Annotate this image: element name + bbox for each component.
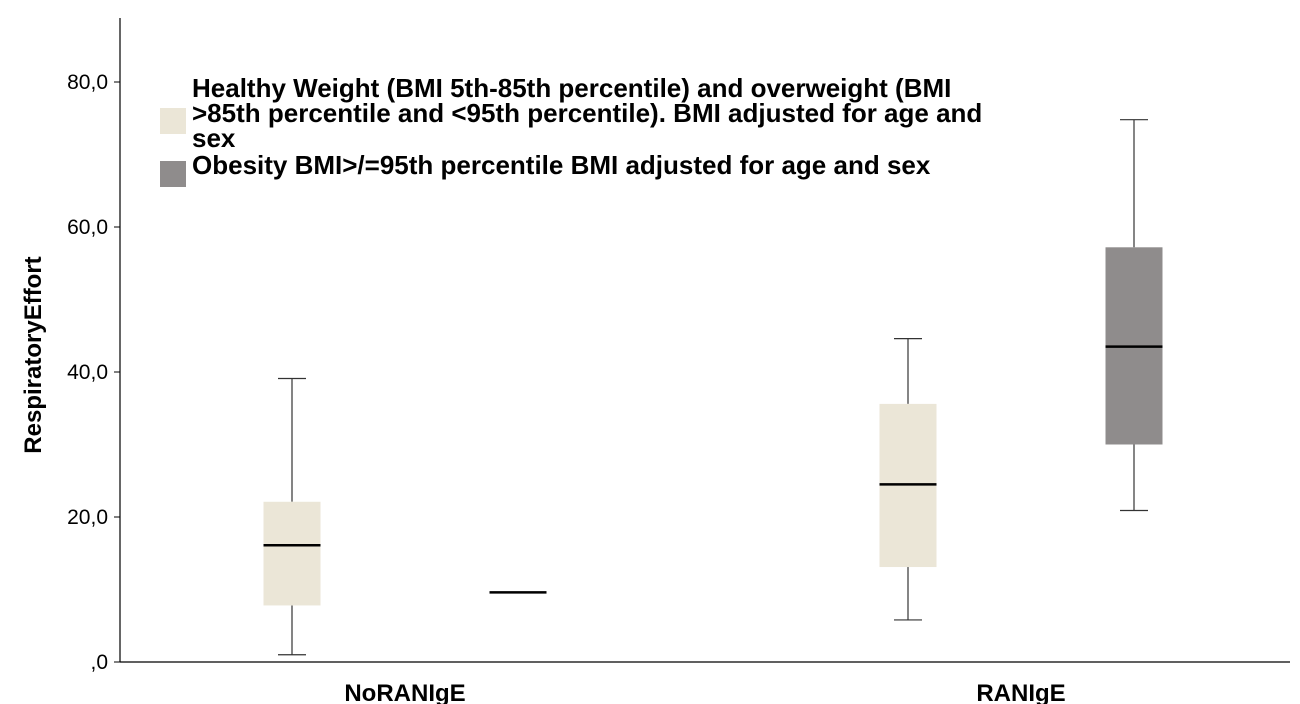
y-tick-label: 40,0 [67, 361, 108, 384]
legend-swatch-obesity [160, 161, 186, 187]
y-tick-label: 80,0 [67, 71, 108, 94]
y-tick-label: 20,0 [67, 506, 108, 529]
legend-label-healthy: Healthy Weight (BMI 5th-85th percentile)… [192, 73, 983, 153]
box-0-1 [879, 338, 937, 621]
box-body [263, 501, 321, 606]
legend-swatch-healthy [160, 108, 186, 134]
legend-label-obesity: Obesity BMI>/=95th percentile BMI adjust… [192, 150, 931, 180]
plot-area [263, 119, 1163, 656]
box-0-0 [263, 377, 321, 656]
box-1-1 [1105, 119, 1163, 512]
x-category-label: NoRANIgE [344, 680, 465, 704]
legend-item-obesity: Obesity BMI>/=95th percentile BMI adjust… [160, 150, 1000, 187]
legend: Healthy Weight (BMI 5th-85th percentile)… [160, 73, 1000, 187]
y-tick-label: ,0 [90, 651, 108, 674]
y-axis-title: RespiratoryEffort [20, 256, 47, 453]
legend-item-healthy: Healthy Weight (BMI 5th-85th percentile)… [160, 73, 1000, 153]
x-category-label: RANIgE [976, 680, 1065, 704]
axes: ,0 20,0 40,0 60,0 80,0 NoRANIgE RANIgE [67, 18, 1290, 704]
y-tick-label: 60,0 [67, 216, 108, 239]
